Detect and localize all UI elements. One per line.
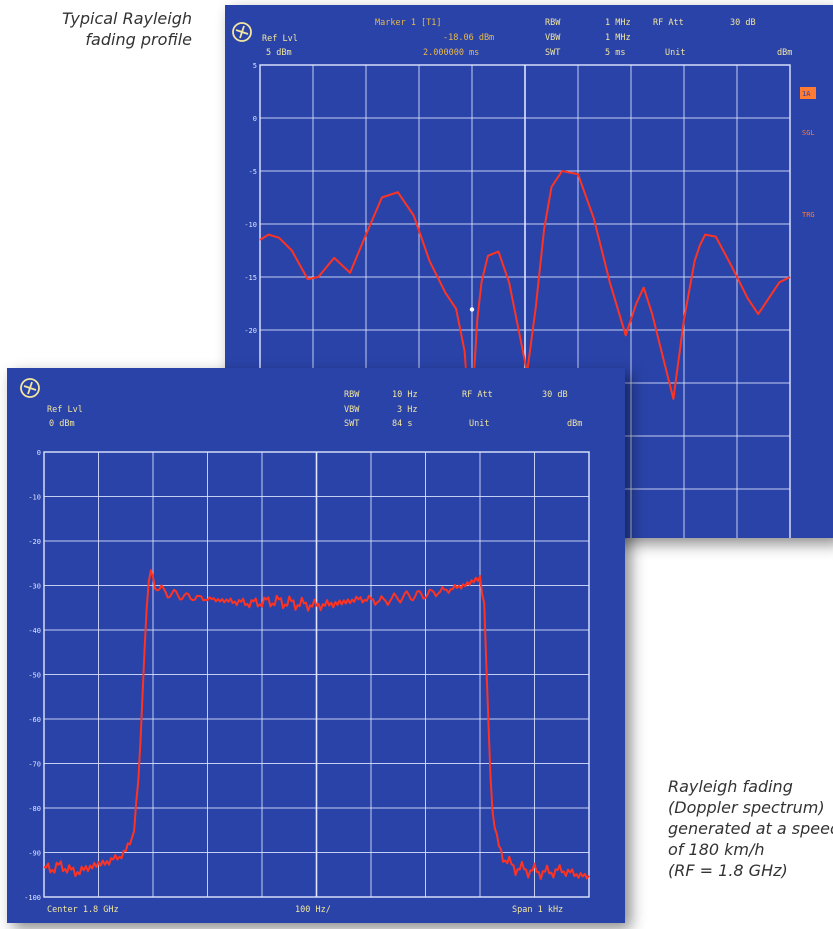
rbw-value: 1 MHz <box>605 18 631 28</box>
rohde-schwarz-logo-icon <box>232 22 252 42</box>
rf-att-value: 30 dB <box>542 390 568 400</box>
caption-bottom: Rayleigh fading (Doppler spectrum) gener… <box>668 776 833 881</box>
swt-value: 84 s <box>392 419 412 429</box>
plot-area: 0 -10 -20 -30 -40 -50 -60 -70 -80 -90 -100 <box>24 449 590 902</box>
y-tick-label: -90 <box>28 850 41 858</box>
marker-time: 2.000000 ms <box>423 48 479 58</box>
unit-value: dBm <box>777 48 792 58</box>
y-tick-label: 0 <box>253 115 257 123</box>
vbw-value: 1 MHz <box>605 33 631 43</box>
swt-value: 5 ms <box>605 48 625 58</box>
marker-label: Marker 1 [T1] <box>375 18 442 28</box>
caption-top: Typical Rayleigh fading profile <box>20 8 192 50</box>
caption-line: Rayleigh fading <box>668 777 793 796</box>
y-tick-label: -30 <box>28 583 41 591</box>
ref-lvl-label: Ref Lvl <box>47 405 83 415</box>
y-tick-label: -40 <box>28 627 41 635</box>
y-tick-label: -70 <box>28 761 41 769</box>
side-sgl-label: SGL <box>802 129 815 137</box>
y-tick-label: -15 <box>244 274 257 282</box>
swt-label: SWT <box>545 48 560 58</box>
center-frequency: Center 1.8 GHz <box>47 905 119 915</box>
unit-label: Unit <box>469 419 489 429</box>
y-tick-label: -10 <box>28 494 41 502</box>
ref-lvl-label: Ref Lvl <box>262 34 298 44</box>
marker-point <box>469 307 475 312</box>
y-tick-label: 0 <box>37 449 41 457</box>
y-tick-label: -20 <box>244 327 257 335</box>
vbw-label: VBW <box>545 33 561 43</box>
y-tick-label: -80 <box>28 805 41 813</box>
unit-value: dBm <box>567 419 582 429</box>
rf-att-label: RF Att <box>462 390 493 400</box>
y-tick-label: -10 <box>244 221 257 229</box>
analyzer-screen-bottom: Ref Lvl 0 dBm RBW 10 Hz VBW 3 Hz SWT 84 … <box>7 368 625 923</box>
rbw-value: 10 Hz <box>392 390 418 400</box>
trace-line <box>43 569 590 880</box>
side-box-label: 1A <box>802 90 811 98</box>
ref-lvl-value: 5 dBm <box>266 48 292 58</box>
rf-att-value: 30 dB <box>730 18 756 28</box>
doppler-spectrum-chart: Ref Lvl 0 dBm RBW 10 Hz VBW 3 Hz SWT 84 … <box>20 378 590 915</box>
y-tick-label: -5 <box>249 168 257 176</box>
y-tick-label: -20 <box>28 538 41 546</box>
y-tick-label: -100 <box>24 894 41 902</box>
unit-label: Unit <box>665 48 685 58</box>
rohde-schwarz-logo-icon <box>20 378 40 398</box>
vbw-value: 3 Hz <box>397 405 417 415</box>
span-label: Span 1 kHz <box>512 905 563 915</box>
caption-line: fading profile <box>85 30 192 49</box>
caption-line: (Doppler spectrum) <box>668 798 825 817</box>
y-tick-label: 5 <box>253 62 257 70</box>
caption-line: of 180 km/h <box>668 840 765 859</box>
rbw-label: RBW <box>344 390 360 400</box>
vbw-label: VBW <box>344 405 360 415</box>
ref-lvl-value: 0 dBm <box>49 419 75 429</box>
rbw-label: RBW <box>545 18 561 28</box>
caption-line: (RF = 1.8 GHz) <box>668 861 788 880</box>
marker-level: -18.06 dBm <box>443 33 494 43</box>
rf-att-label: RF Att <box>653 18 684 28</box>
caption-line: Typical Rayleigh <box>61 9 192 28</box>
side-box <box>800 87 816 99</box>
frequency-per-division: 100 Hz/ <box>295 905 331 915</box>
swt-label: SWT <box>344 419 359 429</box>
y-tick-label: -60 <box>28 716 41 724</box>
y-tick-label: -50 <box>28 672 41 680</box>
side-trg-label: TRG <box>802 211 815 219</box>
caption-line: generated at a speed <box>668 819 833 838</box>
